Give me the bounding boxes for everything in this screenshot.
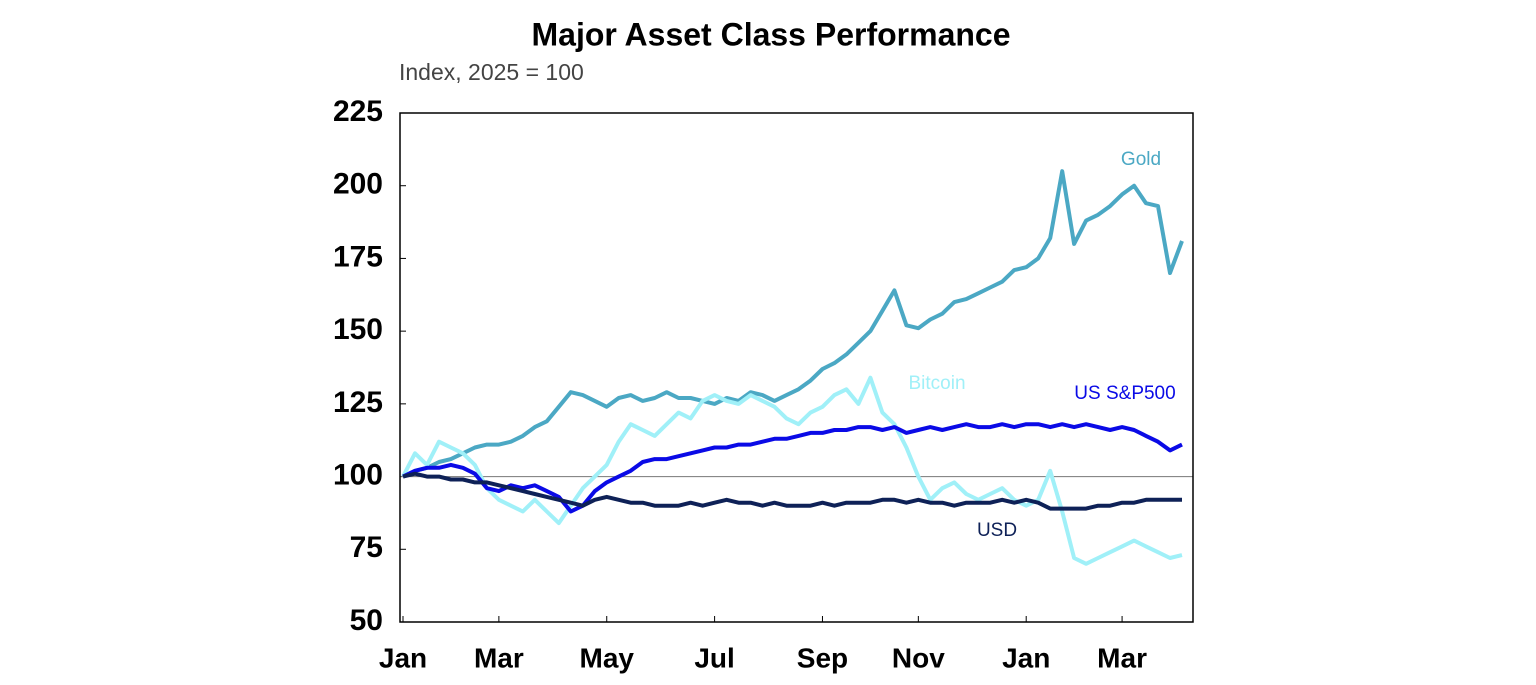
plot-frame xyxy=(399,112,1194,623)
series-label: Bitcoin xyxy=(908,373,965,394)
y-tick-label: 200 xyxy=(333,168,383,201)
x-tick-label: Jan xyxy=(379,642,427,673)
series-label: US S&P500 xyxy=(1074,383,1175,404)
y-tick-label: 225 xyxy=(333,95,383,128)
x-tick-label: May xyxy=(580,642,635,673)
series-label: USD xyxy=(977,520,1017,541)
y-tick-label: 50 xyxy=(350,604,383,637)
chart-subtitle: Index, 2025 = 100 xyxy=(399,59,584,85)
x-tick-label: Sep xyxy=(797,642,848,673)
chart-title: Major Asset Class Performance xyxy=(531,16,1010,52)
series-label: Gold xyxy=(1121,149,1161,170)
series-line xyxy=(401,375,1183,566)
y-tick-label: 175 xyxy=(333,240,383,273)
series-line xyxy=(402,422,1183,514)
series-line xyxy=(402,471,1182,511)
x-tick-label: Jan xyxy=(1002,642,1050,673)
y-tick-label: 100 xyxy=(333,458,383,491)
x-tick-label: Nov xyxy=(892,642,945,673)
y-tick-label: 150 xyxy=(333,313,383,346)
y-tick-label: 75 xyxy=(350,531,383,564)
x-tick-label: Jul xyxy=(694,642,734,673)
x-tick-label: Mar xyxy=(474,642,524,673)
x-tick-label: Mar xyxy=(1097,642,1147,673)
series-line xyxy=(402,169,1184,479)
y-tick-label: 125 xyxy=(333,386,383,419)
